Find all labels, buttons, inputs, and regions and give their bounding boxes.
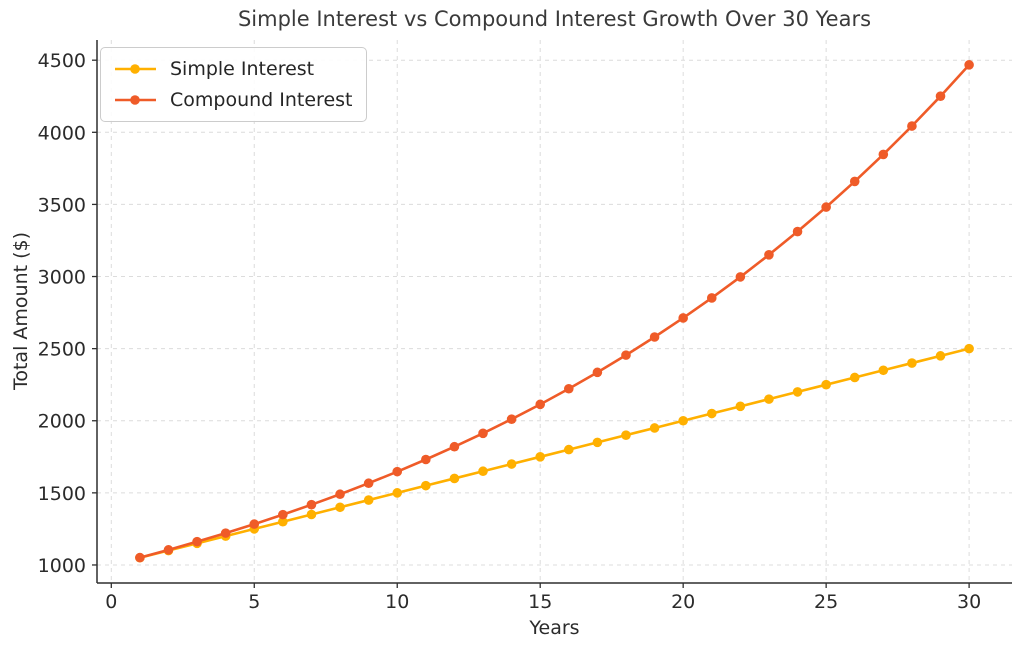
x-tick-label: 15 xyxy=(528,591,552,613)
legend-item-compound-interest: Compound Interest xyxy=(114,87,353,113)
y-tick-label: 4000 xyxy=(38,122,86,144)
y-tick-label: 2500 xyxy=(38,339,86,361)
compound-interest-marker xyxy=(192,536,202,547)
compound-interest-marker xyxy=(621,350,631,360)
y-axis-label: Total Amount ($) xyxy=(10,231,32,391)
simple-interest-marker xyxy=(764,394,774,404)
compound-interest-line xyxy=(138,63,971,559)
y-tick-label: 4500 xyxy=(38,50,86,72)
simple-interest-marker xyxy=(306,509,317,520)
simple-interest-marker xyxy=(907,358,917,368)
compound-interest-legend-swatch xyxy=(115,95,156,105)
simple-interest-marker xyxy=(935,351,946,361)
compound-interest-marker xyxy=(535,399,546,410)
legend-item-simple-interest: Simple Interest xyxy=(114,56,353,82)
compound-interest-marker xyxy=(249,519,260,529)
simple-interest-marker xyxy=(849,372,860,383)
compound-interest-marker xyxy=(764,249,774,260)
legend: Simple Interest Compound Interest xyxy=(100,47,367,122)
simple-interest-marker xyxy=(335,502,345,513)
simple-interest-marker xyxy=(821,379,831,390)
compound-interest-marker xyxy=(478,428,488,439)
simple-interest-marker xyxy=(621,430,631,440)
x-tick-label: 5 xyxy=(248,591,260,613)
simple-interest-marker xyxy=(421,480,431,491)
compound-interest-marker xyxy=(964,60,974,70)
compound-interest-marker xyxy=(878,149,889,160)
compound-interest-marker xyxy=(935,91,946,101)
compound-interest-marker xyxy=(649,332,660,342)
compound-interest-marker xyxy=(363,478,374,489)
simple-interest-marker xyxy=(506,459,517,469)
compound-interest-marker xyxy=(907,121,917,131)
y-tick-label: 2000 xyxy=(38,411,86,433)
y-tick-label: 3500 xyxy=(38,194,86,216)
compound-interest-marker xyxy=(592,367,603,378)
compound-interest-marker xyxy=(849,176,860,187)
simple-interest-marker xyxy=(792,387,803,397)
x-tick-label: 30 xyxy=(957,591,981,613)
compound-interest-marker xyxy=(135,552,145,563)
simple-interest-marker xyxy=(535,452,546,462)
y-tick-label: 1500 xyxy=(38,483,86,505)
simple-interest-marker xyxy=(563,444,574,455)
y-tick-label: 3000 xyxy=(38,267,86,289)
compound-interest-marker xyxy=(821,202,831,212)
compound-interest-marker xyxy=(335,489,345,500)
x-tick-label: 0 xyxy=(105,591,117,613)
simple-interest-marker xyxy=(478,466,488,477)
simple-interest-marker xyxy=(278,516,288,527)
simple-interest-marker xyxy=(592,437,603,448)
simple-interest-marker xyxy=(735,401,746,412)
simple-interest-line xyxy=(138,347,971,560)
compound-interest-marker xyxy=(563,383,574,394)
simple-interest-marker xyxy=(649,423,660,433)
y-tick-label: 1000 xyxy=(38,555,86,577)
x-axis-label: Years xyxy=(529,617,580,639)
compound-interest-marker xyxy=(706,293,717,303)
compound-interest-marker xyxy=(392,466,403,477)
simple-interest-marker xyxy=(678,415,688,426)
legend-label-simple-interest: Simple Interest xyxy=(170,58,315,80)
simple-interest-marker xyxy=(449,473,460,484)
chart-title: Simple Interest vs Compound Interest Gro… xyxy=(237,7,872,31)
compound-interest-marker xyxy=(163,545,174,555)
simple-interest-marker xyxy=(964,343,974,354)
simple-interest-legend-swatch xyxy=(115,64,156,74)
compound-interest-marker xyxy=(421,454,431,465)
compound-interest-marker xyxy=(220,528,231,538)
compound-interest-marker xyxy=(735,272,746,282)
compound-interest-marker xyxy=(506,414,517,424)
compound-interest-marker xyxy=(792,226,803,237)
simple-interest-marker xyxy=(706,408,717,419)
simple-interest-marker xyxy=(392,488,403,498)
x-tick-label: 25 xyxy=(814,591,838,613)
compound-interest-marker xyxy=(678,313,688,323)
compound-interest-marker xyxy=(449,441,460,452)
legend-label-compound-interest: Compound Interest xyxy=(170,89,353,111)
x-tick-label: 10 xyxy=(385,591,409,613)
compound-interest-marker xyxy=(278,509,288,520)
x-tick-label: 20 xyxy=(671,591,695,613)
simple-interest-marker xyxy=(878,365,889,376)
compound-interest-marker xyxy=(306,499,317,510)
simple-interest-marker xyxy=(363,495,374,505)
